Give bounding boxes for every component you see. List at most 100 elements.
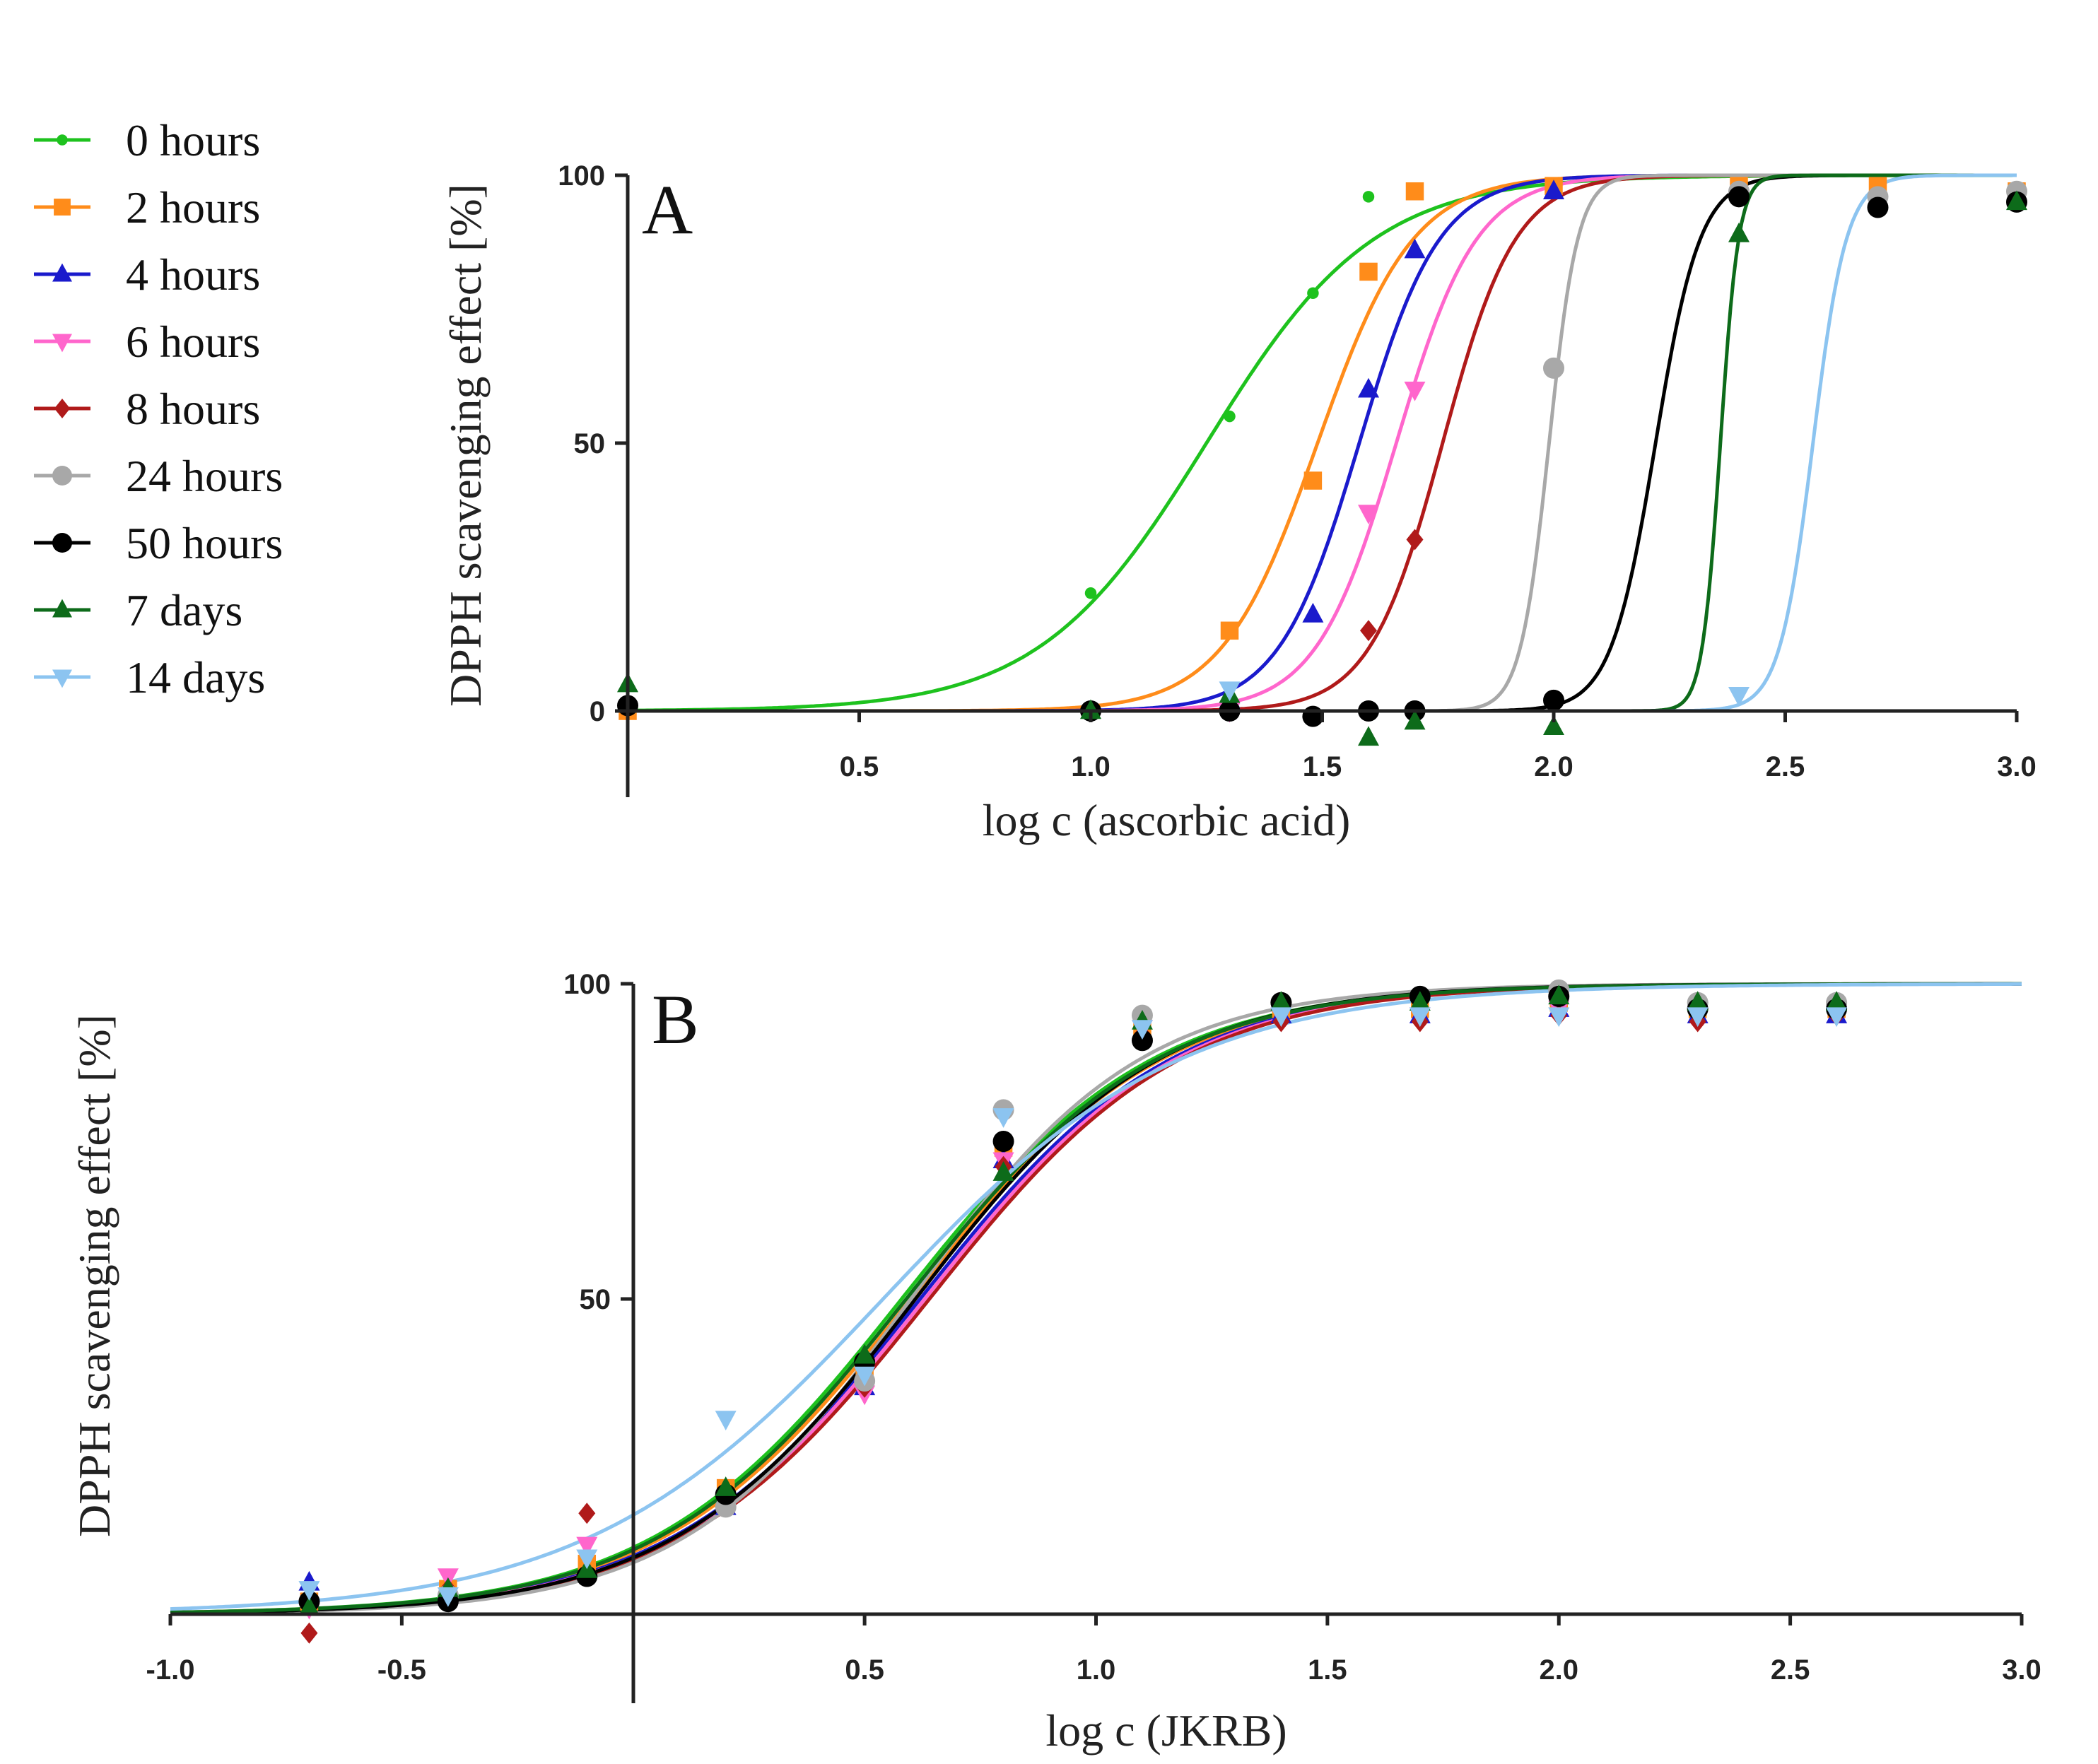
- data-point-0-hours: [1362, 191, 1375, 203]
- legend-marker: [52, 334, 72, 353]
- panel-b-axes: -1.0 -0.5 0.5 1.0 1.5 2.0 2.5 3.0 50 100: [146, 969, 2041, 1703]
- panel-b-xlabel: log c (JKRB): [1045, 1705, 1287, 1756]
- data-point-50-hours: [992, 1131, 1014, 1152]
- fit-curve-50-hours: [628, 173, 2017, 713]
- fit-curve-4-hours: [628, 173, 2017, 713]
- panel-a-ylabel: DPPH scavenging effect [%]: [440, 184, 491, 707]
- panel-a-curves: [628, 173, 2017, 713]
- legend-item-24-hours: 24 hours: [34, 451, 283, 501]
- legend-marker: [52, 263, 72, 282]
- data-point-0-hours: [1307, 287, 1319, 300]
- x-tick-label: 1.0: [1077, 1654, 1116, 1686]
- legend: 0 hours 2 hours 4 hours 6 hours 8 hours 24 ho…: [34, 115, 283, 702]
- legend-label: 4 hours: [126, 249, 260, 300]
- panel-a: A 0.5 1.0 1.5 2.0 2.5 3.0 0 50 100 log c (ascorb…: [440, 160, 2037, 845]
- data-point-7-days: [1548, 984, 1570, 1005]
- data-point-7-days: [1543, 715, 1564, 735]
- fit-curve-6-hours: [170, 982, 2022, 1615]
- data-point-8-hours: [300, 1622, 318, 1644]
- x-tick-label: 2.5: [1766, 751, 1805, 782]
- legend-marker: [52, 466, 72, 486]
- fit-curve-50-hours: [170, 982, 2022, 1615]
- legend-item-2-hours: 2 hours: [34, 182, 260, 233]
- data-point-50-hours: [1543, 689, 1564, 711]
- data-point-7-days: [1358, 726, 1379, 746]
- data-point-8-hours: [1406, 529, 1424, 551]
- legend-label: 6 hours: [126, 317, 260, 367]
- data-point-14-days: [1826, 1007, 1848, 1028]
- data-point-50-hours: [1867, 196, 1889, 218]
- data-point-0-hours: [1224, 410, 1236, 423]
- panel-a-xlabel: log c (ascorbic acid): [983, 795, 1351, 845]
- x-tick-label: 3.0: [1997, 751, 2037, 782]
- legend-item-8-hours: 8 hours: [34, 384, 260, 434]
- data-point-7-days: [854, 1343, 876, 1364]
- fit-curve-24-hours: [170, 982, 2022, 1616]
- fit-curve-8-hours: [628, 173, 2017, 713]
- legend-marker: [57, 134, 68, 146]
- legend-item-0-hours: 0 hours: [34, 115, 260, 165]
- data-point-14-days: [1270, 1007, 1292, 1028]
- x-tick-label: 2.5: [1771, 1654, 1810, 1686]
- data-point-2-hours: [1359, 262, 1378, 281]
- data-point-14-days: [298, 1581, 320, 1601]
- data-point-2-hours: [1405, 182, 1424, 201]
- data-point-14-days: [1687, 1007, 1709, 1028]
- data-point-7-days: [715, 1476, 737, 1496]
- panel-a-points: [617, 177, 2027, 746]
- fit-curve-4-hours: [170, 982, 2022, 1615]
- data-point-4-hours: [1404, 238, 1426, 259]
- legend-label: 50 hours: [126, 518, 283, 568]
- x-tick-label: 0.5: [845, 1654, 884, 1686]
- x-tick-label: 2.0: [1539, 1654, 1578, 1686]
- data-point-6-hours: [1404, 381, 1426, 401]
- x-tick-label: -1.0: [146, 1654, 195, 1686]
- data-point-4-hours: [1543, 180, 1564, 199]
- y-tick-label: 100: [558, 160, 605, 192]
- data-point-7-days: [1404, 710, 1426, 730]
- data-point-7-days: [1728, 222, 1750, 242]
- legend-marker: [54, 199, 71, 216]
- data-point-14-days: [437, 1587, 459, 1607]
- legend-label: 7 days: [126, 585, 242, 635]
- legend-label: 24 hours: [126, 451, 283, 501]
- data-point-14-days: [1131, 1020, 1153, 1040]
- legend-marker: [52, 599, 72, 618]
- panel-b-ylabel: DPPH scavenging effect [%]: [69, 1014, 119, 1537]
- y-tick-label: 100: [563, 969, 611, 1000]
- legend-marker: [54, 399, 71, 418]
- data-point-6-hours: [576, 1536, 598, 1557]
- data-point-50-hours: [1131, 1030, 1153, 1052]
- x-tick-label: 1.5: [1303, 751, 1342, 782]
- legend-item-6-hours: 6 hours: [34, 317, 260, 367]
- data-point-24-hours: [1543, 357, 1564, 379]
- data-point-2-hours: [1220, 621, 1239, 640]
- legend-label: 14 days: [126, 652, 265, 702]
- fit-curve-7-days: [170, 982, 2022, 1614]
- data-point-4-hours: [1302, 603, 1324, 623]
- data-point-14-days: [576, 1549, 598, 1570]
- fit-curve-0-hours: [628, 173, 2017, 712]
- data-point-7-days: [298, 1596, 320, 1616]
- data-point-14-days: [1409, 1007, 1431, 1028]
- data-point-7-days: [1080, 699, 1101, 719]
- panel-b: B -1.0 -0.5 0.5 1.0 1.5 2.0 2.5 3.0 50 100 log c …: [69, 969, 2041, 1756]
- legend-item-4-hours: 4 hours: [34, 249, 260, 300]
- fit-curve-14-days: [628, 173, 2017, 713]
- data-point-14-days: [1728, 687, 1750, 707]
- fit-curve-2-hours: [628, 173, 2017, 713]
- legend-marker: [52, 533, 72, 553]
- panel-b-points: [298, 979, 1848, 1644]
- fit-curve-6-hours: [628, 173, 2017, 713]
- fit-curve-24-hours: [628, 173, 2017, 713]
- data-point-50-hours: [1728, 186, 1750, 208]
- data-point-50-hours: [1302, 705, 1324, 727]
- fit-curve-8-hours: [170, 982, 2022, 1615]
- data-point-6-hours: [1358, 505, 1379, 525]
- panel-b-letter: B: [652, 980, 699, 1059]
- x-tick-label: 1.0: [1071, 751, 1110, 782]
- legend-item-7-days: 7 days: [34, 585, 242, 635]
- legend-marker: [52, 669, 72, 688]
- data-point-2-hours: [1303, 471, 1323, 490]
